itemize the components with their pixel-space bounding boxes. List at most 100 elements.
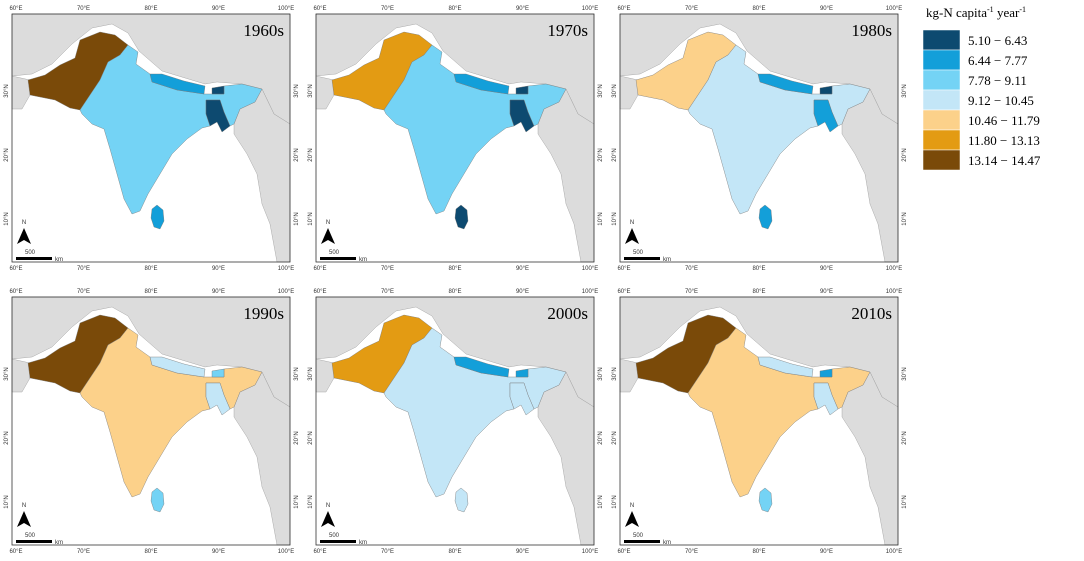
neighbor-land — [233, 371, 291, 546]
sri-lanka — [758, 204, 773, 230]
y-tick-label: 30°N — [308, 84, 314, 97]
bhutan — [515, 85, 529, 95]
legend-label: 10.46 − 11.79 — [968, 113, 1040, 128]
panel-title: 2000s — [547, 304, 588, 323]
bangladesh — [813, 382, 839, 416]
y-tick-label: 30°N — [612, 84, 618, 97]
north-arrow — [321, 228, 335, 244]
scale-bar — [320, 540, 356, 543]
legend-swatch — [922, 49, 961, 71]
panel-title: 1980s — [851, 21, 892, 40]
x-tick-label: 90°E — [212, 549, 225, 555]
scale-value: 500 — [25, 250, 36, 256]
legend-label: 11.80 − 13.13 — [968, 133, 1040, 148]
legend-swatch — [922, 29, 961, 51]
y-tick-label: 20°N — [308, 431, 314, 444]
x-tick-label: 80°E — [144, 289, 157, 295]
north-arrow — [17, 228, 31, 244]
x-tick-label: 100°E — [582, 289, 598, 295]
y-tick-label: 20°N — [4, 431, 10, 444]
x-tick-label: 70°E — [685, 266, 698, 272]
y-tick-label: 10°N — [902, 212, 908, 225]
y-tick-label: 10°N — [308, 495, 314, 508]
bangladesh — [205, 99, 231, 133]
x-tick-label: 60°E — [617, 549, 630, 555]
north-arrow — [17, 511, 31, 527]
x-tick-label: 80°E — [144, 6, 157, 12]
legend-title: kg-N capita-1 year-1 — [926, 5, 1026, 20]
north-arrow — [625, 228, 639, 244]
x-tick-label: 80°E — [752, 6, 765, 12]
legend-swatch — [922, 149, 961, 171]
nepal — [453, 73, 510, 95]
north-label: N — [326, 503, 330, 509]
neighbor-land — [233, 88, 291, 263]
neighbor-land — [841, 88, 899, 263]
y-tick-label: 20°N — [308, 148, 314, 161]
map-frame — [619, 13, 899, 263]
sri-lanka — [454, 204, 469, 230]
scale-bar — [16, 540, 52, 543]
x-tick-label: 70°E — [381, 289, 394, 295]
scale-unit: km — [663, 257, 671, 263]
x-tick-label: 70°E — [381, 266, 394, 272]
map-panel: 1960s 60°E 60°E 70°E 70°E 80°E 80°E 90°E 90°E 100… — [4, 6, 300, 272]
bangladesh — [813, 99, 839, 133]
map-panel: 2010s 60°E 60°E 70°E 70°E 80°E 80°E 90°E 90°E 100… — [612, 289, 908, 555]
y-tick-label: 20°N — [294, 148, 300, 161]
y-tick-label: 30°N — [598, 367, 604, 380]
map-panel: 1980s 60°E 60°E 70°E 70°E 80°E 80°E 90°E 90°E 100… — [612, 6, 908, 272]
map-frame — [11, 296, 291, 546]
x-tick-label: 100°E — [886, 549, 902, 555]
scale-unit: km — [55, 257, 63, 263]
y-tick-label: 30°N — [294, 367, 300, 380]
y-tick-label: 10°N — [598, 212, 604, 225]
x-tick-label: 80°E — [144, 549, 157, 555]
x-tick-label: 90°E — [820, 6, 833, 12]
x-tick-label: 60°E — [9, 289, 22, 295]
map-panel: 1970s 60°E 60°E 70°E 70°E 80°E 80°E 90°E 90°E 100… — [308, 6, 604, 272]
bhutan — [819, 368, 833, 378]
x-tick-label: 100°E — [278, 266, 294, 272]
y-tick-label: 20°N — [612, 148, 618, 161]
y-tick-label: 10°N — [308, 212, 314, 225]
map-frame — [11, 13, 291, 263]
x-tick-label: 60°E — [9, 266, 22, 272]
x-tick-label: 70°E — [381, 549, 394, 555]
panel-title: 2010s — [851, 304, 892, 323]
x-tick-label: 60°E — [617, 6, 630, 12]
x-tick-label: 80°E — [448, 289, 461, 295]
x-tick-label: 60°E — [313, 549, 326, 555]
panel-title: 1970s — [547, 21, 588, 40]
y-tick-label: 10°N — [294, 495, 300, 508]
nepal — [149, 73, 206, 95]
x-tick-label: 100°E — [886, 266, 902, 272]
scale-unit: km — [359, 540, 367, 546]
legend-swatch — [922, 109, 961, 131]
y-tick-label: 10°N — [294, 212, 300, 225]
scale-value: 500 — [329, 533, 340, 539]
y-tick-label: 30°N — [294, 84, 300, 97]
x-tick-label: 60°E — [617, 266, 630, 272]
north-label: N — [630, 220, 634, 226]
x-tick-label: 60°E — [313, 289, 326, 295]
x-tick-label: 60°E — [617, 289, 630, 295]
x-tick-label: 90°E — [820, 266, 833, 272]
nepal — [149, 356, 206, 378]
x-tick-label: 90°E — [820, 549, 833, 555]
legend-title-superscript: -1 — [1019, 5, 1026, 14]
scale-bar — [16, 257, 52, 260]
sri-lanka — [454, 487, 469, 513]
x-tick-label: 80°E — [144, 266, 157, 272]
y-tick-label: 20°N — [4, 148, 10, 161]
y-tick-label: 30°N — [4, 84, 10, 97]
y-tick-label: 30°N — [4, 367, 10, 380]
x-tick-label: 100°E — [582, 6, 598, 12]
neighbor-land — [537, 88, 595, 263]
bhutan — [211, 85, 225, 95]
x-tick-label: 60°E — [313, 6, 326, 12]
x-tick-label: 60°E — [313, 266, 326, 272]
x-tick-label: 80°E — [448, 6, 461, 12]
scale-value: 500 — [633, 533, 644, 539]
legend-label: 9.12 − 10.45 — [968, 93, 1034, 108]
